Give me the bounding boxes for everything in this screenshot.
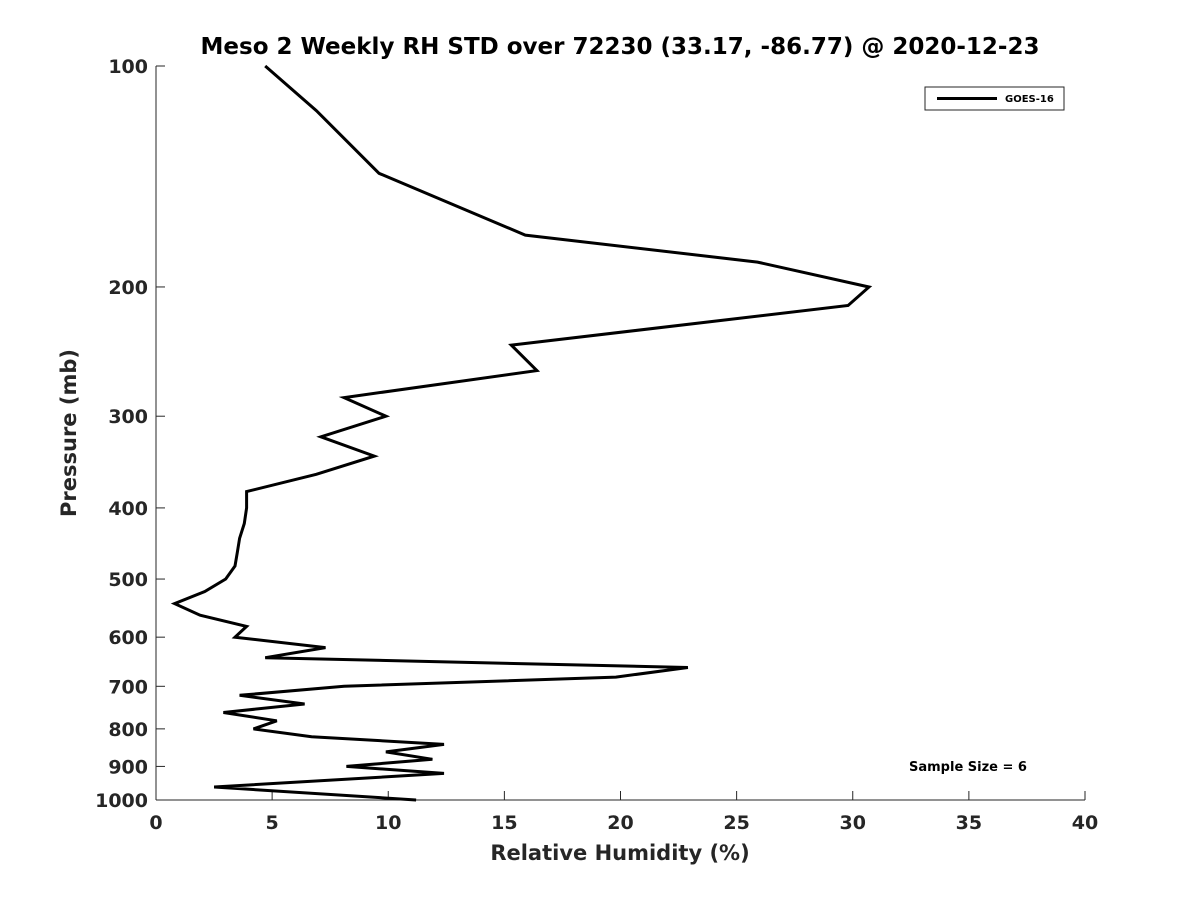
x-tick-label: 25 (723, 812, 749, 834)
y-axis-ticks: 100 200 300 400 500 600 700 800 900 1000 (95, 56, 165, 812)
x-tick-label: 40 (1072, 812, 1098, 834)
series-line-goes-16 (170, 64, 873, 802)
sample-size-annotation: Sample Size = 6 (909, 760, 1027, 775)
x-tick-label: 30 (840, 812, 866, 834)
y-tick-label: 1000 (95, 790, 148, 812)
y-tick-label: 300 (108, 406, 148, 428)
y-axis-label: Pressure (mb) (57, 349, 81, 517)
x-tick-label: 10 (375, 812, 401, 834)
x-tick-label: 15 (491, 812, 517, 834)
x-tick-label: 20 (607, 812, 633, 834)
y-tick-label: 900 (108, 756, 148, 778)
x-tick-label: 0 (149, 812, 162, 834)
x-tick-label: 5 (266, 812, 279, 834)
x-tick-label: 35 (956, 812, 982, 834)
y-tick-label: 200 (108, 277, 148, 299)
y-tick-label: 600 (108, 627, 148, 649)
y-tick-label: 700 (108, 676, 148, 698)
x-axis-ticks: 0 5 10 15 20 25 30 35 40 (149, 791, 1098, 834)
legend: GOES-16 (924, 86, 1065, 111)
chart-title: Meso 2 Weekly RH STD over 72230 (33.17, … (201, 34, 1040, 60)
y-tick-label: 500 (108, 569, 148, 591)
y-tick-label: 400 (108, 498, 148, 520)
x-axis-label: Relative Humidity (%) (490, 841, 749, 865)
y-tick-label: 100 (108, 56, 148, 78)
legend-entry-goes-16: GOES-16 (1005, 94, 1054, 105)
y-tick-label: 800 (108, 719, 148, 741)
